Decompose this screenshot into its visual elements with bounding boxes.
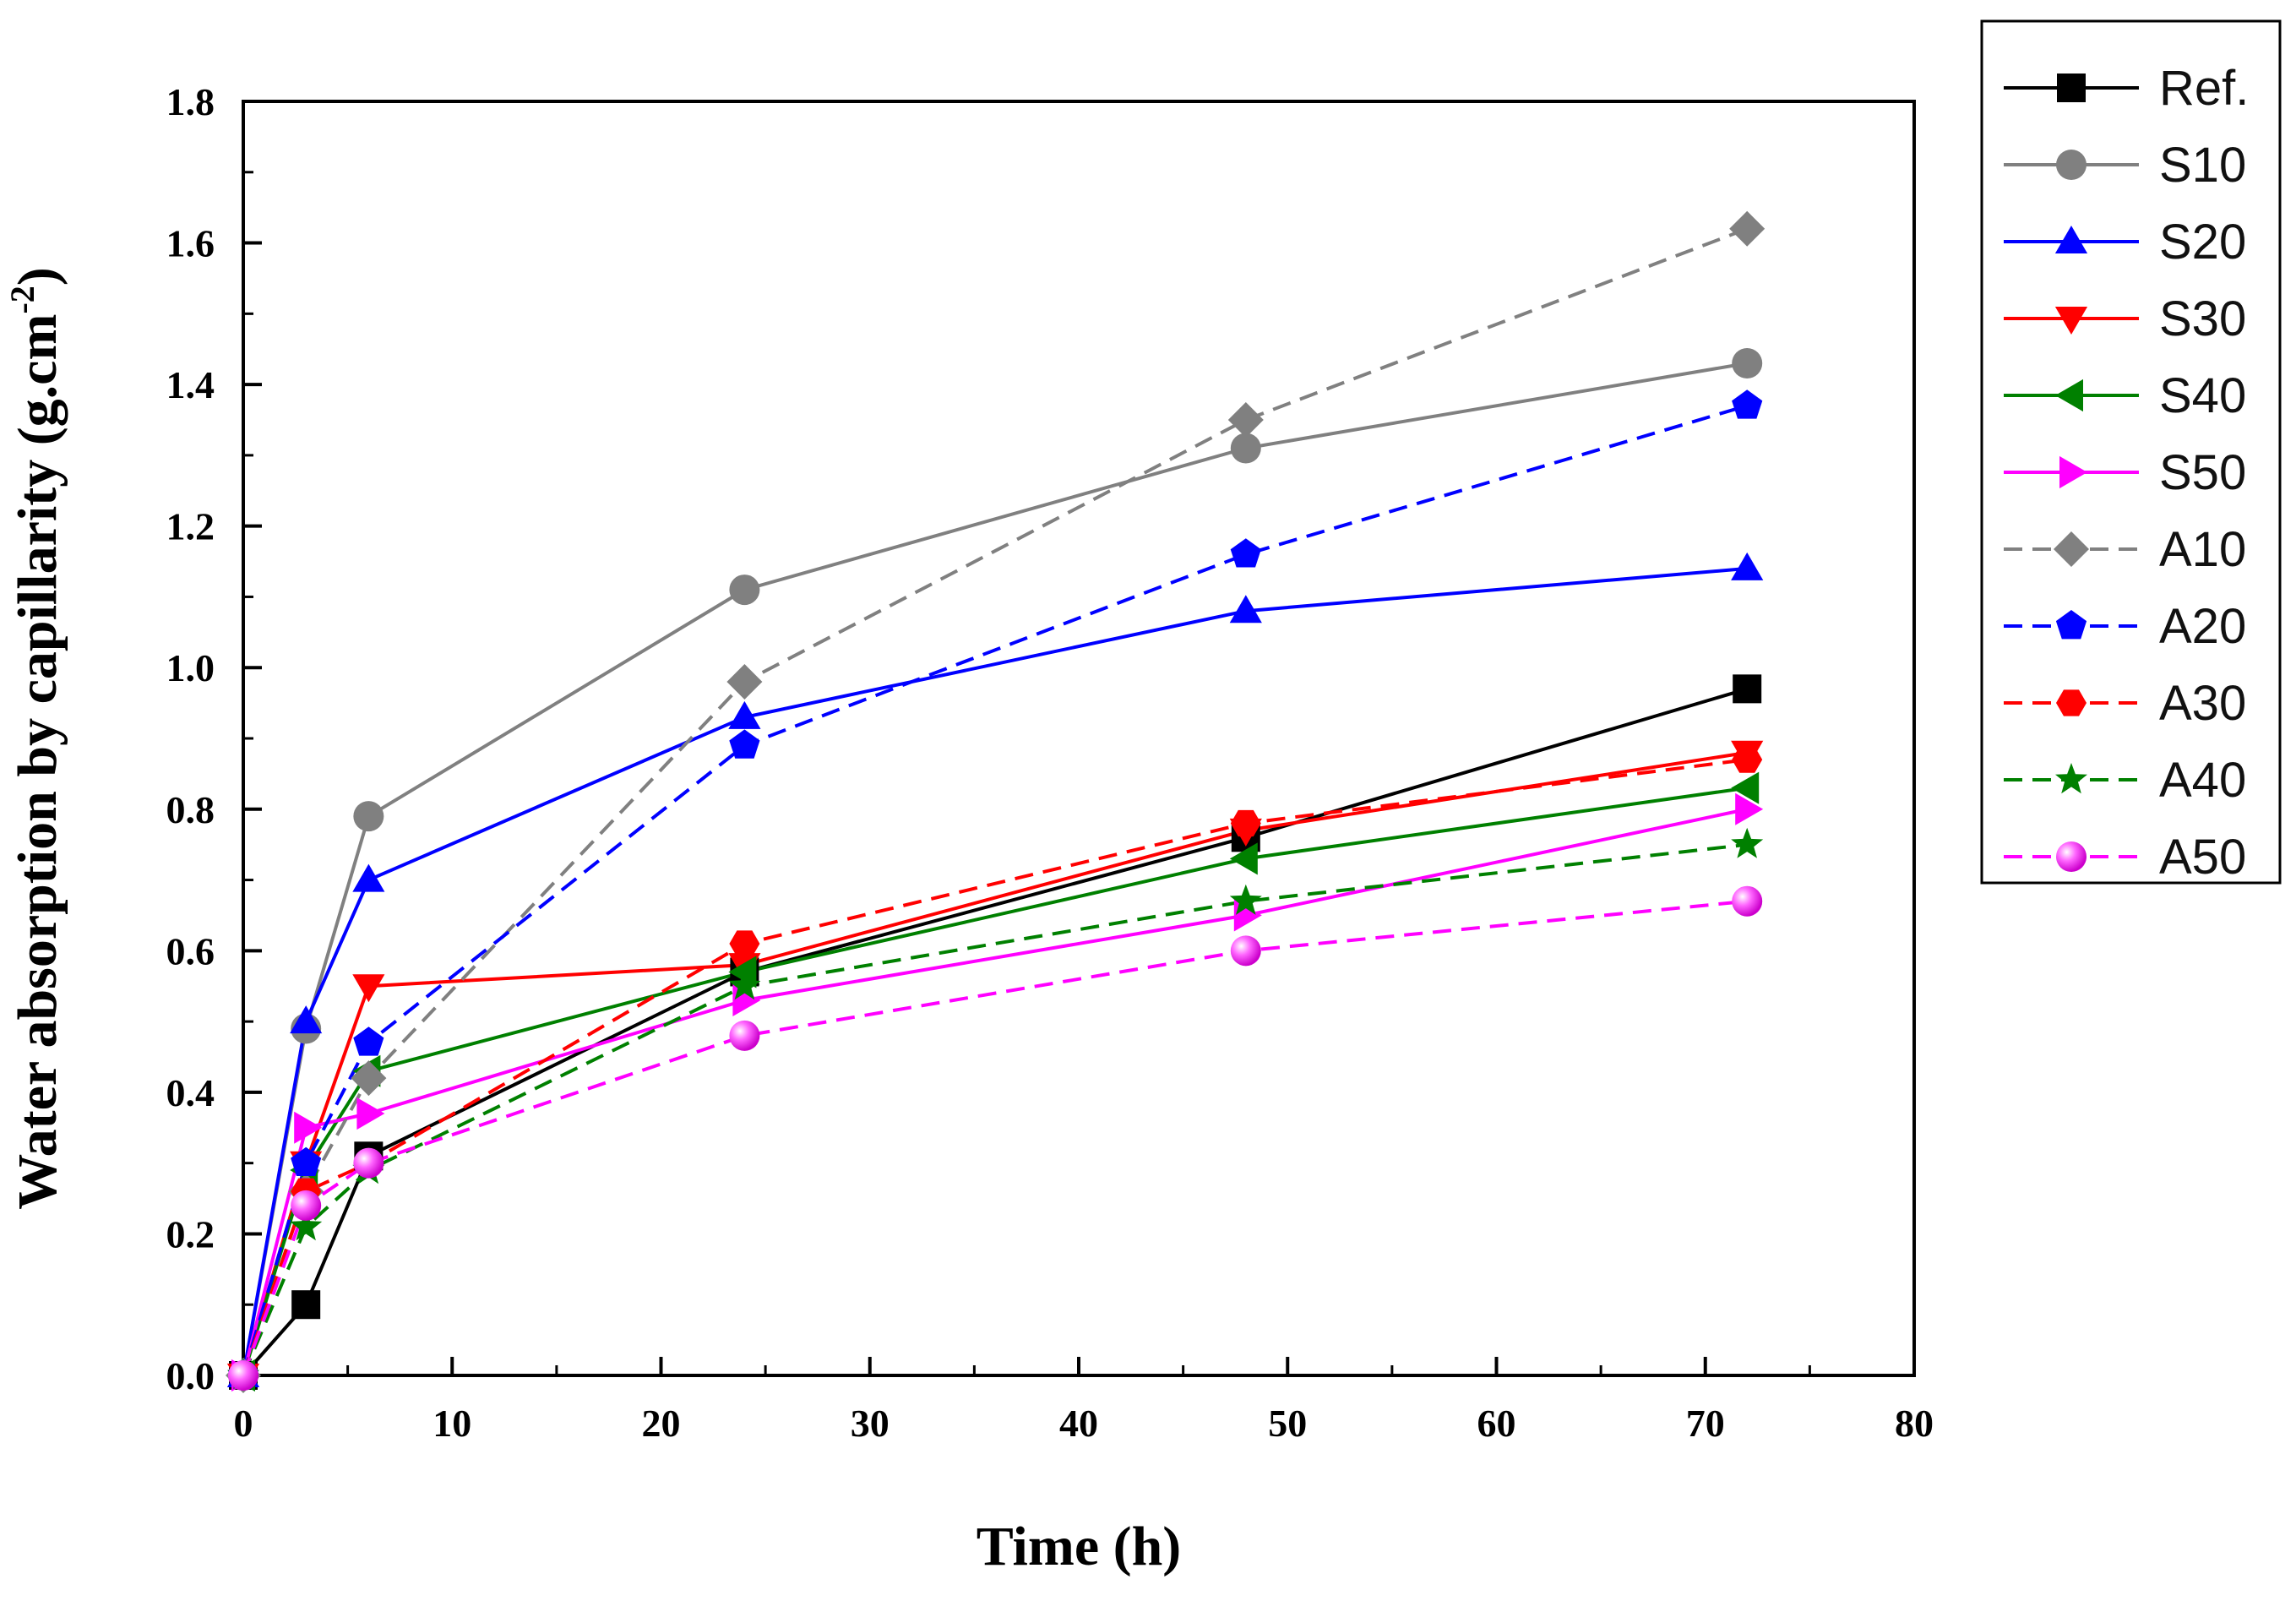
data-point-s20 — [1229, 595, 1262, 624]
legend-label-a10: A10 — [2159, 522, 2246, 577]
data-point-a20 — [729, 729, 760, 759]
series-line-s50 — [242, 807, 1748, 1376]
axis-ticks: 0 10 20 30 40 50 60 70 80 0.0 0.2 0.4 0.6 0.8 1.0 1.2 1.… — [166, 80, 1934, 1445]
data-point-s20 — [352, 863, 385, 892]
data-point-a40 — [290, 1210, 323, 1241]
legend-label-s10: S10 — [2159, 138, 2246, 193]
x-tick-label: 80 — [1895, 1402, 1934, 1445]
data-point-a50 — [353, 1147, 384, 1179]
data-point-a10 — [726, 664, 763, 700]
data-point-a30 — [729, 930, 760, 957]
data-point-a20 — [1230, 538, 1261, 568]
data-point-s20 — [1731, 552, 1764, 580]
data-point-s50 — [294, 1111, 323, 1144]
data-point-a20 — [353, 1026, 384, 1056]
data-point-a20 — [291, 1146, 322, 1176]
data-point-a40 — [1731, 827, 1764, 858]
data-point-s20 — [728, 700, 761, 729]
legend-label-s40: S40 — [2159, 368, 2246, 423]
x-tick-label: 30 — [851, 1402, 890, 1445]
series-line-s30 — [242, 750, 1748, 1376]
legend-label-a50: A50 — [2159, 830, 2246, 885]
x-tick-label: 10 — [433, 1402, 471, 1445]
legend-marker-s50 — [2059, 455, 2087, 489]
plot-frame — [242, 100, 1916, 1377]
data-point-s10 — [1230, 433, 1261, 464]
y-tick-label: 0.2 — [166, 1212, 215, 1255]
data-point-s10 — [729, 575, 760, 606]
legend-marker-s40 — [2055, 378, 2083, 412]
y-axis-title-main: Water absorption by capillarity (g.cm — [7, 314, 68, 1210]
y-tick-label: 0.6 — [166, 929, 215, 972]
x-tick-label: 70 — [1686, 1402, 1725, 1445]
legend-label-a40: A40 — [2159, 753, 2246, 808]
data-point-a30 — [1732, 746, 1763, 773]
data-point-s50 — [1735, 792, 1764, 825]
data-point-a40 — [728, 969, 761, 1000]
y-tick-label: 1.2 — [166, 505, 215, 548]
y-tick-label: 1.8 — [166, 80, 215, 123]
data-point-a10 — [1729, 210, 1766, 247]
x-tick-label: 50 — [1268, 1402, 1307, 1445]
legend-label-s20: S20 — [2159, 215, 2246, 270]
series-line-a30 — [242, 758, 1748, 1376]
data-point-a30 — [1230, 809, 1261, 837]
series-line-s20 — [242, 566, 1748, 1376]
legend-marker-a30 — [2056, 689, 2087, 716]
y-tick-label: 1.4 — [166, 363, 215, 406]
series-line-ref — [242, 687, 1748, 1377]
data-point-a50 — [729, 1020, 760, 1051]
series-line-a50 — [242, 899, 1748, 1376]
legend-marker-ref — [2057, 74, 2086, 102]
legend-entries: Ref. S10 S20 S30 S40 S50 A10 A20 A30 A40 A50 — [2004, 61, 2249, 885]
data-point-a50 — [291, 1190, 322, 1221]
legend-label-a20: A20 — [2159, 599, 2246, 654]
legend-marker-s10 — [2056, 150, 2087, 180]
legend-label-a30: A30 — [2159, 676, 2246, 731]
data-point-a20 — [1732, 389, 1763, 419]
series-layer — [242, 226, 1748, 1377]
data-point-a10 — [351, 1060, 387, 1097]
y-tick-label: 1.0 — [166, 646, 215, 689]
legend-marker-s20 — [2054, 226, 2088, 253]
x-tick-label: 20 — [642, 1402, 681, 1445]
data-point-s40 — [1229, 842, 1258, 875]
data-point-a50 — [228, 1360, 258, 1391]
y-axis-title-superscript: -2 — [3, 286, 41, 313]
y-tick-label: 1.6 — [166, 222, 215, 265]
data-point-s40 — [1731, 771, 1760, 804]
data-point-s40 — [728, 956, 757, 988]
legend-marker-a10 — [2054, 531, 2089, 567]
x-tick-label: 40 — [1059, 1402, 1098, 1445]
legend-marker-a40 — [2055, 763, 2087, 794]
y-tick-label: 0.0 — [166, 1354, 215, 1397]
legend: Ref. S10 S20 S30 S40 S50 A10 A20 A30 A40 A50 — [1980, 19, 2282, 885]
data-point-s20 — [290, 1005, 323, 1034]
y-axis-title: Water absorption by capillarity (g.cm-2) — [3, 267, 68, 1210]
legend-label-s30: S30 — [2159, 291, 2246, 346]
data-point-s10 — [1732, 347, 1763, 378]
data-point-s30 — [352, 974, 385, 1003]
x-tick-label: 60 — [1477, 1402, 1516, 1445]
legend-marker-a50 — [2056, 841, 2087, 872]
legend-label-s50: S50 — [2159, 445, 2246, 500]
y-tick-label: 0.4 — [166, 1071, 215, 1114]
y-tick-label: 0.8 — [166, 788, 215, 831]
legend-label-ref: Ref. — [2159, 61, 2249, 116]
data-point-s50 — [356, 1097, 385, 1130]
data-point-a50 — [1732, 885, 1763, 917]
data-point-a40 — [1229, 884, 1262, 915]
y-axis-title-close: ) — [7, 267, 68, 286]
markers-layer — [226, 210, 1766, 1393]
data-point-s10 — [353, 801, 384, 832]
data-point-a10 — [1227, 402, 1264, 438]
legend-marker-s30 — [2054, 307, 2088, 335]
x-axis-title: Time (h) — [977, 1516, 1182, 1577]
data-point-ref — [1733, 674, 1762, 704]
legend-marker-a20 — [2055, 610, 2087, 640]
data-point-ref — [291, 1290, 321, 1320]
data-point-a50 — [1230, 935, 1261, 967]
x-tick-label: 0 — [234, 1402, 253, 1445]
